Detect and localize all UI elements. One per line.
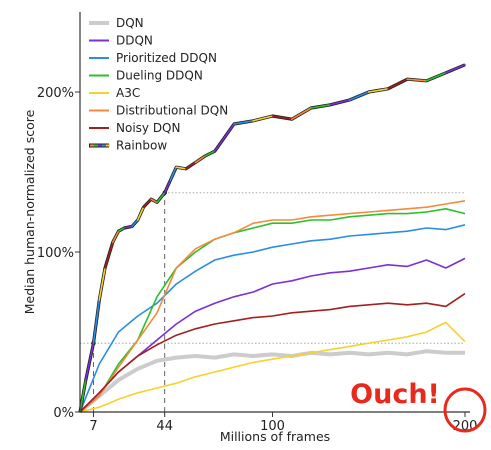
series-line-rainbow-segment xyxy=(271,115,293,120)
series-line-rainbow-segment xyxy=(252,115,274,122)
legend-label-a3c: A3C xyxy=(116,86,140,100)
series-line-rainbow-segment xyxy=(131,219,139,228)
series-line-rainbow-segment xyxy=(367,88,389,93)
series-line-rainbow-segment xyxy=(233,120,255,125)
series-line-rainbow-segment xyxy=(104,241,114,269)
series-line-noisy-dqn xyxy=(79,292,466,413)
series-line-rainbow-segment xyxy=(123,225,133,229)
series-line-dueling-ddqn xyxy=(79,208,466,413)
series-line-rainbow-segment xyxy=(117,227,126,232)
annotation-text: Ouch! xyxy=(350,379,440,410)
series-line-dqn xyxy=(78,349,465,414)
legend-label-noisy-dqn: Noisy DQN xyxy=(116,121,180,135)
x-tick-label: 44 xyxy=(156,419,173,434)
series-line-ddqn xyxy=(79,257,466,413)
x-tick-label: 100 xyxy=(260,419,285,434)
series-line-rainbow-segment xyxy=(163,179,172,194)
legend-label-rainbow: Rainbow xyxy=(116,139,167,153)
legend: DQN DDQN Prioritized DDQN Dueling DDQN A3C Di… xyxy=(89,16,228,153)
series-line-rainbow-segment xyxy=(213,123,235,152)
series-line-rainbow-segment xyxy=(136,206,145,221)
series-line-rainbow-segment xyxy=(348,91,370,101)
series-line-rainbow-segment xyxy=(310,104,332,109)
series-line-rainbow-segment xyxy=(84,342,95,381)
series-line-rainbow-segment xyxy=(444,64,466,74)
series-lines xyxy=(78,63,466,414)
series-line-rainbow-segment xyxy=(92,299,101,345)
series-line-rainbow-segment xyxy=(290,107,312,120)
series-line-rainbow-segment xyxy=(329,99,351,106)
series-line-rainbow-segment xyxy=(204,150,216,157)
series-line-rainbow-segment xyxy=(387,78,409,90)
legend-label-ddqn: DDQN xyxy=(116,34,153,48)
series-line-rainbow-segment xyxy=(185,161,197,170)
legend-label-dueling-ddqn: Dueling DDQN xyxy=(116,69,203,83)
series-line-rainbow-segment xyxy=(156,192,166,204)
axes xyxy=(79,12,470,413)
y-tick-label: 100% xyxy=(37,246,74,261)
series-line-rainbow-segment xyxy=(169,166,178,181)
series-line-rainbow-segment xyxy=(194,155,206,164)
legend-label-dqn: DQN xyxy=(116,16,144,30)
series-line-rainbow-segment xyxy=(98,267,106,301)
y-axis-label: Median human-normalized score xyxy=(22,109,37,314)
annotation-circle xyxy=(443,387,487,433)
series-line-distributional-dqn xyxy=(79,200,466,413)
series-line-rainbow-segment xyxy=(79,379,87,413)
x-tick-label: 7 xyxy=(89,419,97,434)
series-line-rainbow-segment xyxy=(175,166,187,170)
y-tick-label: 0% xyxy=(53,406,74,421)
y-tick-label: 200% xyxy=(37,86,74,101)
legend-label-distributional-dqn: Distributional DQN xyxy=(116,104,228,118)
annotation: Ouch! xyxy=(350,379,487,433)
series-line-prioritized-ddqn xyxy=(79,224,466,413)
series-line-a3c xyxy=(79,321,466,413)
series-line-rainbow-segment xyxy=(406,78,428,82)
series-line-rainbow-segment xyxy=(142,198,153,208)
x-axis-label: Millions of frames xyxy=(220,429,330,444)
series-line-rainbow-segment xyxy=(150,198,158,204)
series-line-rainbow-segment xyxy=(425,72,447,82)
legend-label-prioritized-ddqn: Prioritized DDQN xyxy=(116,51,217,65)
series-line-rainbow-segment xyxy=(111,230,120,244)
